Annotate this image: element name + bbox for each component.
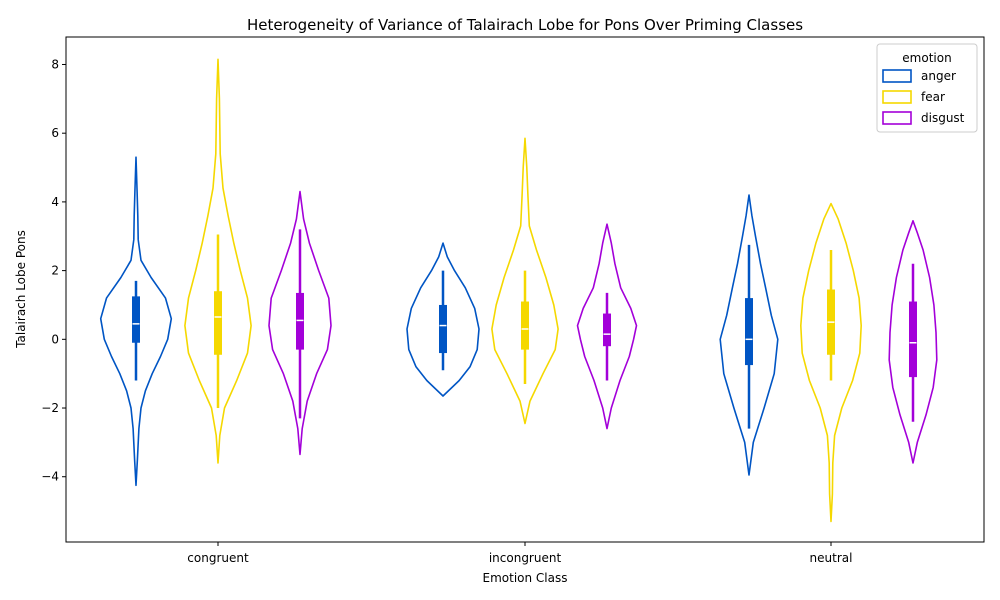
iqr-box-anger-neutral xyxy=(745,298,753,366)
legend-items: anger fear disgust xyxy=(882,69,965,125)
violin-disgust-neutral xyxy=(888,220,938,464)
violins-layer xyxy=(99,58,938,523)
iqr-box-disgust-incongruent xyxy=(603,313,611,347)
y-tick-label: 4 xyxy=(51,195,59,209)
x-tick-label: incongruent xyxy=(489,551,562,565)
violin-anger-incongruent xyxy=(406,242,480,397)
legend-title: emotion xyxy=(902,51,951,65)
iqr-box-disgust-neutral xyxy=(909,301,917,378)
violin-disgust-congruent xyxy=(268,190,332,456)
y-tick-label: −2 xyxy=(41,401,59,415)
legend-swatch-disgust xyxy=(882,111,912,125)
y-tick-label: −4 xyxy=(41,470,59,484)
violin-fear-congruent xyxy=(184,58,252,464)
x-tick-label: neutral xyxy=(810,551,853,565)
violin-fear-neutral xyxy=(800,202,862,523)
y-tick-label: 2 xyxy=(51,264,59,278)
chart-title: Heterogeneity of Variance of Talairach L… xyxy=(247,16,803,34)
iqr-box-fear-congruent xyxy=(214,291,222,355)
y-tick-label: 8 xyxy=(51,57,59,71)
legend: emotion anger fear disgust xyxy=(876,43,978,133)
iqr-box-disgust-congruent xyxy=(296,292,304,350)
legend-label-anger: anger xyxy=(921,69,956,83)
legend-swatch-anger xyxy=(882,69,912,83)
iqr-box-fear-incongruent xyxy=(521,301,529,350)
iqr-box-anger-incongruent xyxy=(439,304,447,354)
legend-frame xyxy=(876,43,978,133)
violin-disgust-incongruent xyxy=(576,223,638,430)
iqr-box-anger-congruent xyxy=(132,296,140,343)
legend-label-disgust: disgust xyxy=(921,111,965,125)
y-tick-label: 0 xyxy=(51,332,59,346)
x-axis: congruent incongruent neutral xyxy=(187,542,852,565)
y-axis: −4 −2 0 2 4 6 8 xyxy=(41,57,66,484)
violin-fear-incongruent xyxy=(491,137,559,425)
violin-anger-neutral xyxy=(719,194,779,476)
x-axis-label: Emotion Class xyxy=(483,571,568,585)
legend-swatch-fear xyxy=(882,90,912,104)
violin-anger-congruent xyxy=(99,156,173,487)
y-axis-label: Talairach Lobe Pons xyxy=(14,230,28,349)
x-tick-label: congruent xyxy=(187,551,249,565)
y-tick-label: 6 xyxy=(51,126,59,140)
legend-label-fear: fear xyxy=(921,90,945,104)
